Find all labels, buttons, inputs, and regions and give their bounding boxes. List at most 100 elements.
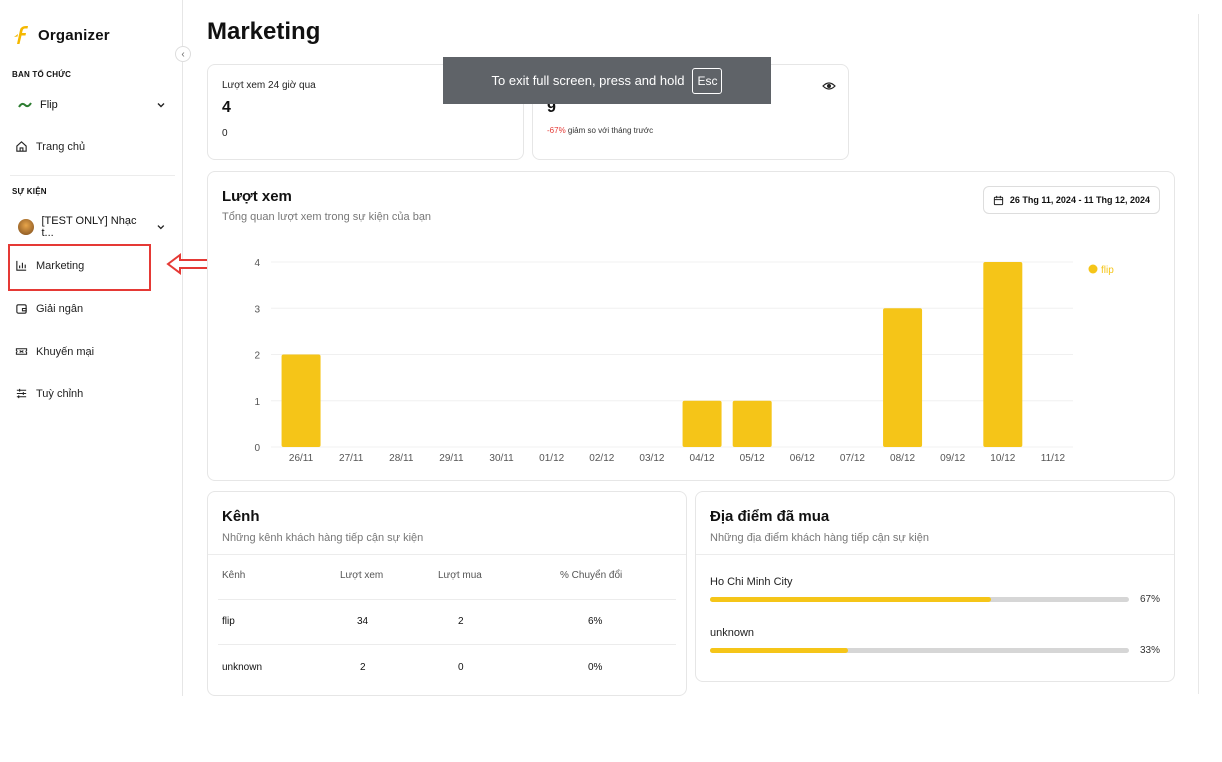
date-range-text: 26 Thg 11, 2024 - 11 Thg 12, 2024 — [1009, 195, 1150, 205]
y-tick-label: 3 — [254, 304, 260, 315]
x-tick-label: 03/12 — [639, 453, 664, 464]
location-name: unknown — [710, 627, 755, 639]
event-avatar — [18, 219, 34, 235]
calendar-icon — [993, 195, 1004, 205]
legend-swatch — [1088, 264, 1098, 274]
locations-subtitle: Những địa điểm khách hàng tiếp cận sự ki… — [710, 532, 929, 544]
x-tick-label: 28/11 — [389, 453, 414, 464]
toast-key: Esc — [692, 67, 723, 94]
toast-text: To exit full screen, press and hold — [491, 73, 685, 88]
x-tick-label: 26/11 — [289, 453, 314, 464]
locations-title: Địa điểm đã mua — [710, 508, 830, 525]
bar — [682, 400, 722, 447]
wallet-icon — [16, 304, 27, 314]
sidebar-item-label: Trang chủ — [36, 140, 86, 153]
event-section-label: SỰ KIỆN — [12, 187, 47, 196]
x-tick-label: 08/12 — [890, 453, 915, 464]
views-bar-chart: 0 1 2 3 4 26/11 27/11 28/11 29/11 30/11 01/12 02/12… — [254, 258, 1114, 464]
brand[interactable]: Organizer — [12, 24, 110, 46]
x-tick-label: 10/12 — [990, 453, 1015, 464]
scrollbar-track[interactable] — [1198, 14, 1199, 694]
column-header: Lượt mua — [438, 570, 482, 581]
eye-icon[interactable] — [822, 79, 836, 93]
sidebar-item-label: Tuỳ chỉnh — [36, 387, 84, 400]
y-tick-label: 4 — [254, 258, 260, 269]
sliders-icon — [16, 388, 27, 399]
views-chart-card: Lượt xem Tổng quan lượt xem trong sự kiệ… — [207, 171, 1175, 481]
collapse-sidebar-button[interactable]: ‹ — [175, 46, 191, 62]
sidebar-item-label: Marketing — [36, 259, 85, 272]
org-section-label: BAN TỔ CHỨC — [12, 70, 72, 79]
ticket-icon — [15, 348, 28, 355]
event-name: [TEST ONLY] Nhạc t... — [41, 215, 137, 239]
chart-subtitle: Tổng quan lượt xem trong sự kiện của bạn — [222, 211, 432, 223]
column-header: Kênh — [222, 570, 246, 581]
x-tick-label: 04/12 — [690, 453, 715, 464]
sidebar-item-promotions[interactable]: Khuyến mại — [15, 345, 94, 358]
location-name: Ho Chi Minh City — [710, 576, 793, 588]
bar — [883, 308, 923, 447]
bar — [281, 354, 321, 447]
location-progress-fill — [710, 597, 991, 602]
channels-subtitle: Những kênh khách hàng tiếp cận sự kiện — [222, 532, 424, 544]
event-selector[interactable]: [TEST ONLY] Nhạc t... — [18, 215, 166, 239]
y-tick-label: 1 — [254, 397, 260, 408]
location-percent: 33% — [1139, 645, 1160, 656]
locations-card: Địa điểm đã mua Những địa điểm khách hàn… — [695, 491, 1175, 682]
views-24h-value: 4 — [222, 99, 231, 116]
x-tick-label: 29/11 — [439, 453, 464, 464]
table-cell: 2 — [458, 616, 464, 627]
sidebar-item-disbursement[interactable]: Giải ngân — [15, 302, 83, 315]
table-cell: 6% — [588, 616, 603, 627]
x-tick-label: 02/12 — [589, 453, 614, 464]
x-tick-label: 09/12 — [940, 453, 965, 464]
table-cell: 0% — [588, 662, 603, 673]
table-cell: 34 — [357, 616, 369, 627]
table-cell: flip — [222, 616, 235, 627]
x-tick-label: 06/12 — [790, 453, 815, 464]
sidebar-item-customize[interactable]: Tuỳ chỉnh — [15, 387, 83, 400]
monthly-change: -67% giảm so với tháng trước — [547, 126, 653, 135]
y-tick-label: 2 — [254, 351, 260, 362]
date-range-picker[interactable]: 26 Thg 11, 2024 - 11 Thg 12, 2024 — [982, 186, 1160, 214]
sidebar: Organizer BAN TỔ CHỨC Flip Trang chủ SỰ … — [0, 0, 183, 696]
sidebar-item-marketing[interactable]: Marketing — [15, 259, 84, 272]
bar — [732, 400, 772, 447]
bar-chart-icon — [16, 260, 27, 271]
divider — [218, 644, 676, 645]
page-title: Marketing — [207, 18, 321, 45]
location-progress-fill — [710, 648, 849, 653]
x-tick-label: 11/12 — [1041, 453, 1066, 464]
bar — [983, 262, 1023, 447]
sidebar-item-label: Khuyến mại — [36, 345, 95, 358]
table-cell: 0 — [458, 662, 464, 673]
location-progress-track — [710, 597, 1129, 602]
annotation-highlight-box — [8, 244, 151, 291]
org-selector[interactable]: Flip — [18, 99, 166, 111]
brand-logo-icon — [14, 26, 28, 44]
change-text: giảm so với tháng trước — [567, 126, 654, 135]
legend-label: flip — [1101, 265, 1114, 276]
views-24h-sub: 0 — [222, 128, 228, 139]
table-cell: unknown — [222, 662, 263, 673]
location-progress-track — [710, 648, 1129, 653]
x-tick-label: 27/11 — [339, 453, 364, 464]
divider — [208, 554, 686, 555]
channels-card: Kênh Những kênh khách hàng tiếp cận sự k… — [207, 491, 687, 696]
fullscreen-toast: To exit full screen, press and hold Esc — [443, 57, 771, 104]
chevron-down-icon — [157, 103, 165, 108]
location-percent: 67% — [1139, 594, 1160, 605]
sidebar-item-label: Giải ngân — [36, 302, 84, 315]
monthly-views-value: 9 — [547, 99, 556, 116]
org-name: Flip — [40, 99, 58, 111]
sidebar-item-home[interactable]: Trang chủ — [15, 140, 85, 153]
change-percent: -67% — [547, 126, 566, 135]
flip-logo-icon — [18, 102, 32, 108]
channels-title: Kênh — [222, 508, 260, 525]
x-tick-label: 07/12 — [840, 453, 865, 464]
chevron-down-icon — [157, 225, 165, 230]
table-cell: 2 — [360, 662, 366, 673]
divider — [10, 175, 175, 176]
home-icon — [16, 141, 27, 152]
x-tick-label: 30/11 — [489, 453, 514, 464]
